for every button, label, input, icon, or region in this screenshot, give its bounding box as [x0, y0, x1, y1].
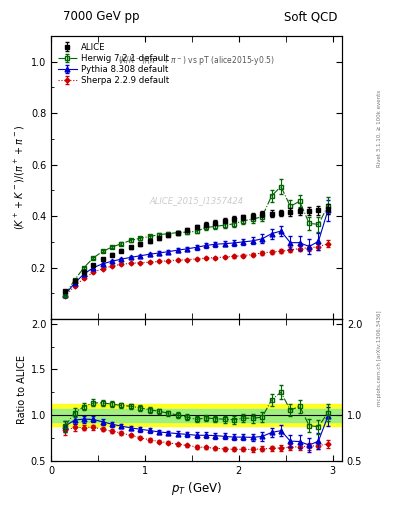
X-axis label: $p_T$ (GeV): $p_T$ (GeV)	[171, 480, 222, 497]
Text: $(K/K^-)$/$(\pi^++\pi^-)$ vs pT (alice2015-y0.5): $(K/K^-)$/$(\pi^++\pi^-)$ vs pT (alice20…	[118, 54, 275, 68]
Text: mcplots.cern.ch [arXiv:1306.3436]: mcplots.cern.ch [arXiv:1306.3436]	[377, 311, 382, 406]
Text: 7000 GeV pp: 7000 GeV pp	[63, 10, 140, 23]
Text: ALICE_2015_I1357424: ALICE_2015_I1357424	[149, 196, 244, 205]
Legend: ALICE, Herwig 7.2.1 default, Pythia 8.308 default, Sherpa 2.2.9 default: ALICE, Herwig 7.2.1 default, Pythia 8.30…	[55, 39, 173, 89]
Text: Soft QCD: Soft QCD	[285, 10, 338, 23]
Y-axis label: $(K^++K^-)$/$(\pi^++\pi^-)$: $(K^++K^-)$/$(\pi^++\pi^-)$	[13, 125, 27, 230]
Y-axis label: Ratio to ALICE: Ratio to ALICE	[17, 355, 27, 424]
Text: Rivet 3.1.10, ≥ 100k events: Rivet 3.1.10, ≥ 100k events	[377, 90, 382, 166]
